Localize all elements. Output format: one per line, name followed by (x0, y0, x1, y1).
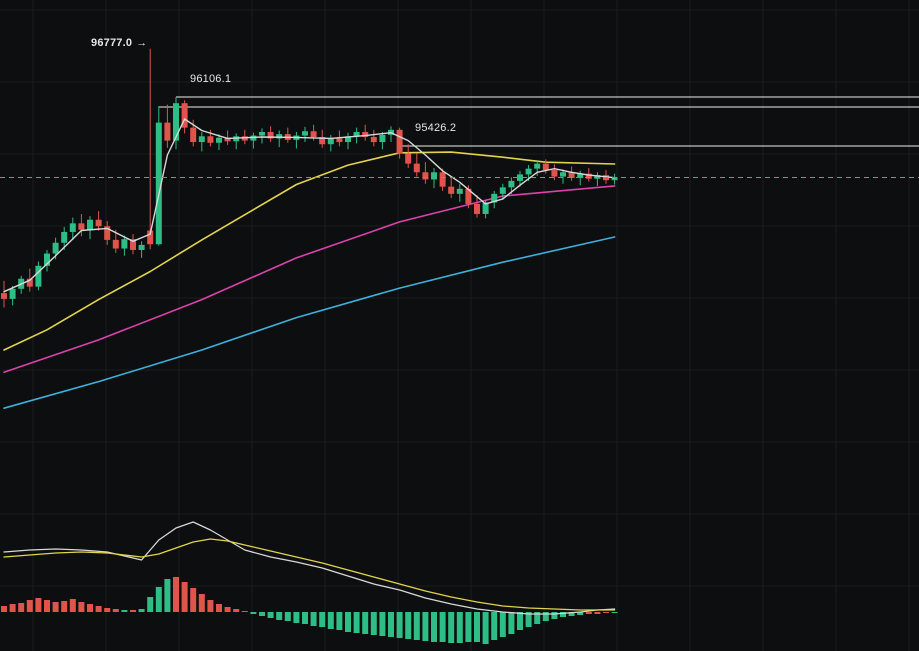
arrow-right-icon: → (136, 37, 148, 49)
price-annotation-level1: 96106.1 (190, 73, 232, 85)
annotation-spike-text: 96777.0 (91, 37, 133, 49)
price-annotation-level2: 95426.2 (415, 122, 457, 134)
price-annotation-spike: 96777.0 → (91, 37, 147, 49)
